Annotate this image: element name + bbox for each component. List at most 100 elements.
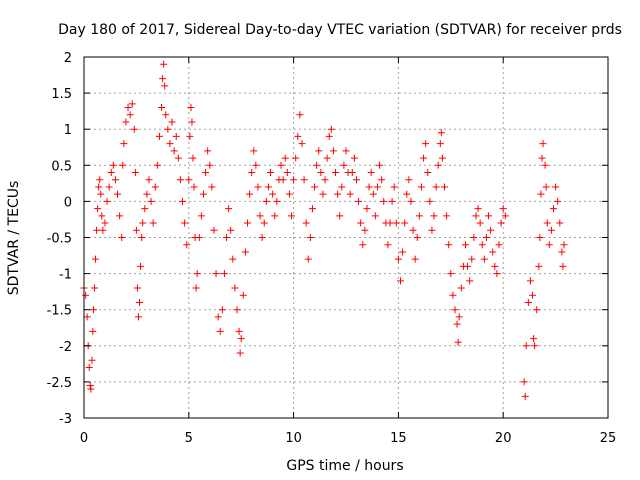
data-point [482,234,490,241]
data-point [116,212,124,220]
x-tick-label: 0 [80,431,88,446]
data-point [437,129,445,137]
data-point [254,183,262,191]
data-point [559,262,567,270]
data-point [288,212,296,220]
data-point [258,234,266,241]
data-point [321,176,329,184]
data-point [195,234,203,241]
data-point [535,262,543,270]
data-point [445,241,453,249]
data-point [269,190,277,198]
data-point [334,190,342,198]
data-point [89,306,97,314]
data-point [538,154,546,162]
data-point [220,270,228,278]
data-point [327,125,335,133]
data-point [403,190,411,198]
data-point [478,241,486,249]
data-point [313,161,321,169]
data-point [131,169,139,177]
data-point [329,147,337,155]
data-point [499,205,507,213]
data-point [83,313,91,321]
data-point [126,111,134,119]
data-point [138,234,146,241]
data-point [536,234,544,241]
data-point [325,132,333,140]
data-point [92,255,100,263]
data-point [283,169,291,177]
data-point [227,226,235,234]
data-point [428,226,436,234]
data-point [107,169,115,177]
data-point [319,190,327,198]
data-point [170,147,178,155]
data-point [323,154,331,162]
data-point [233,306,241,314]
data-point [89,327,97,335]
data-point [241,248,249,256]
data-point [390,183,398,191]
data-point [355,197,363,205]
data-point [432,183,440,191]
data-point [413,234,421,241]
data-point [285,190,293,198]
data-point [346,190,354,198]
data-point [192,284,200,292]
data-point [438,154,446,162]
data-point [338,183,346,191]
data-point [422,140,430,148]
data-point [342,147,350,155]
data-point [130,125,138,133]
data-point [145,176,153,184]
data-point [149,219,157,227]
data-point [210,226,218,234]
data-point [206,161,214,169]
y-axis-label: SDTVAR / TECUs [6,181,22,296]
data-point [212,270,220,278]
data-point [531,342,539,350]
data-point [430,212,438,220]
data-point [558,248,566,256]
data-point [411,255,419,263]
data-point [109,161,117,169]
data-point [95,183,103,191]
data-point [218,306,226,314]
data-point [386,219,394,227]
data-point [181,219,189,227]
data-point [554,197,562,205]
data-point [539,140,547,148]
data-point [533,306,541,314]
data-point [93,226,101,234]
data-point [552,183,560,191]
data-point [199,190,207,198]
data-points [80,60,568,400]
data-point [141,205,149,213]
data-point [162,111,170,119]
data-point [96,176,104,184]
data-point [457,284,465,292]
data-point [363,205,371,213]
data-point [434,161,442,169]
data-point [229,255,237,263]
data-point [476,219,484,227]
data-point [256,212,264,220]
data-point [407,197,415,205]
data-point [281,154,289,162]
data-point [118,234,126,241]
x-axis-label: GPS time / hours [286,458,403,474]
data-point [369,190,377,198]
data-point [485,212,493,220]
x-tick-label: 5 [185,431,193,446]
data-point [190,183,198,191]
data-point [453,320,461,328]
data-point [128,100,136,108]
data-point [495,241,503,249]
data-point [468,255,476,263]
y-tick-label: -1 [59,268,72,283]
data-point [455,313,463,321]
data-point [294,132,302,140]
data-point [161,82,169,90]
data-point [139,219,147,227]
